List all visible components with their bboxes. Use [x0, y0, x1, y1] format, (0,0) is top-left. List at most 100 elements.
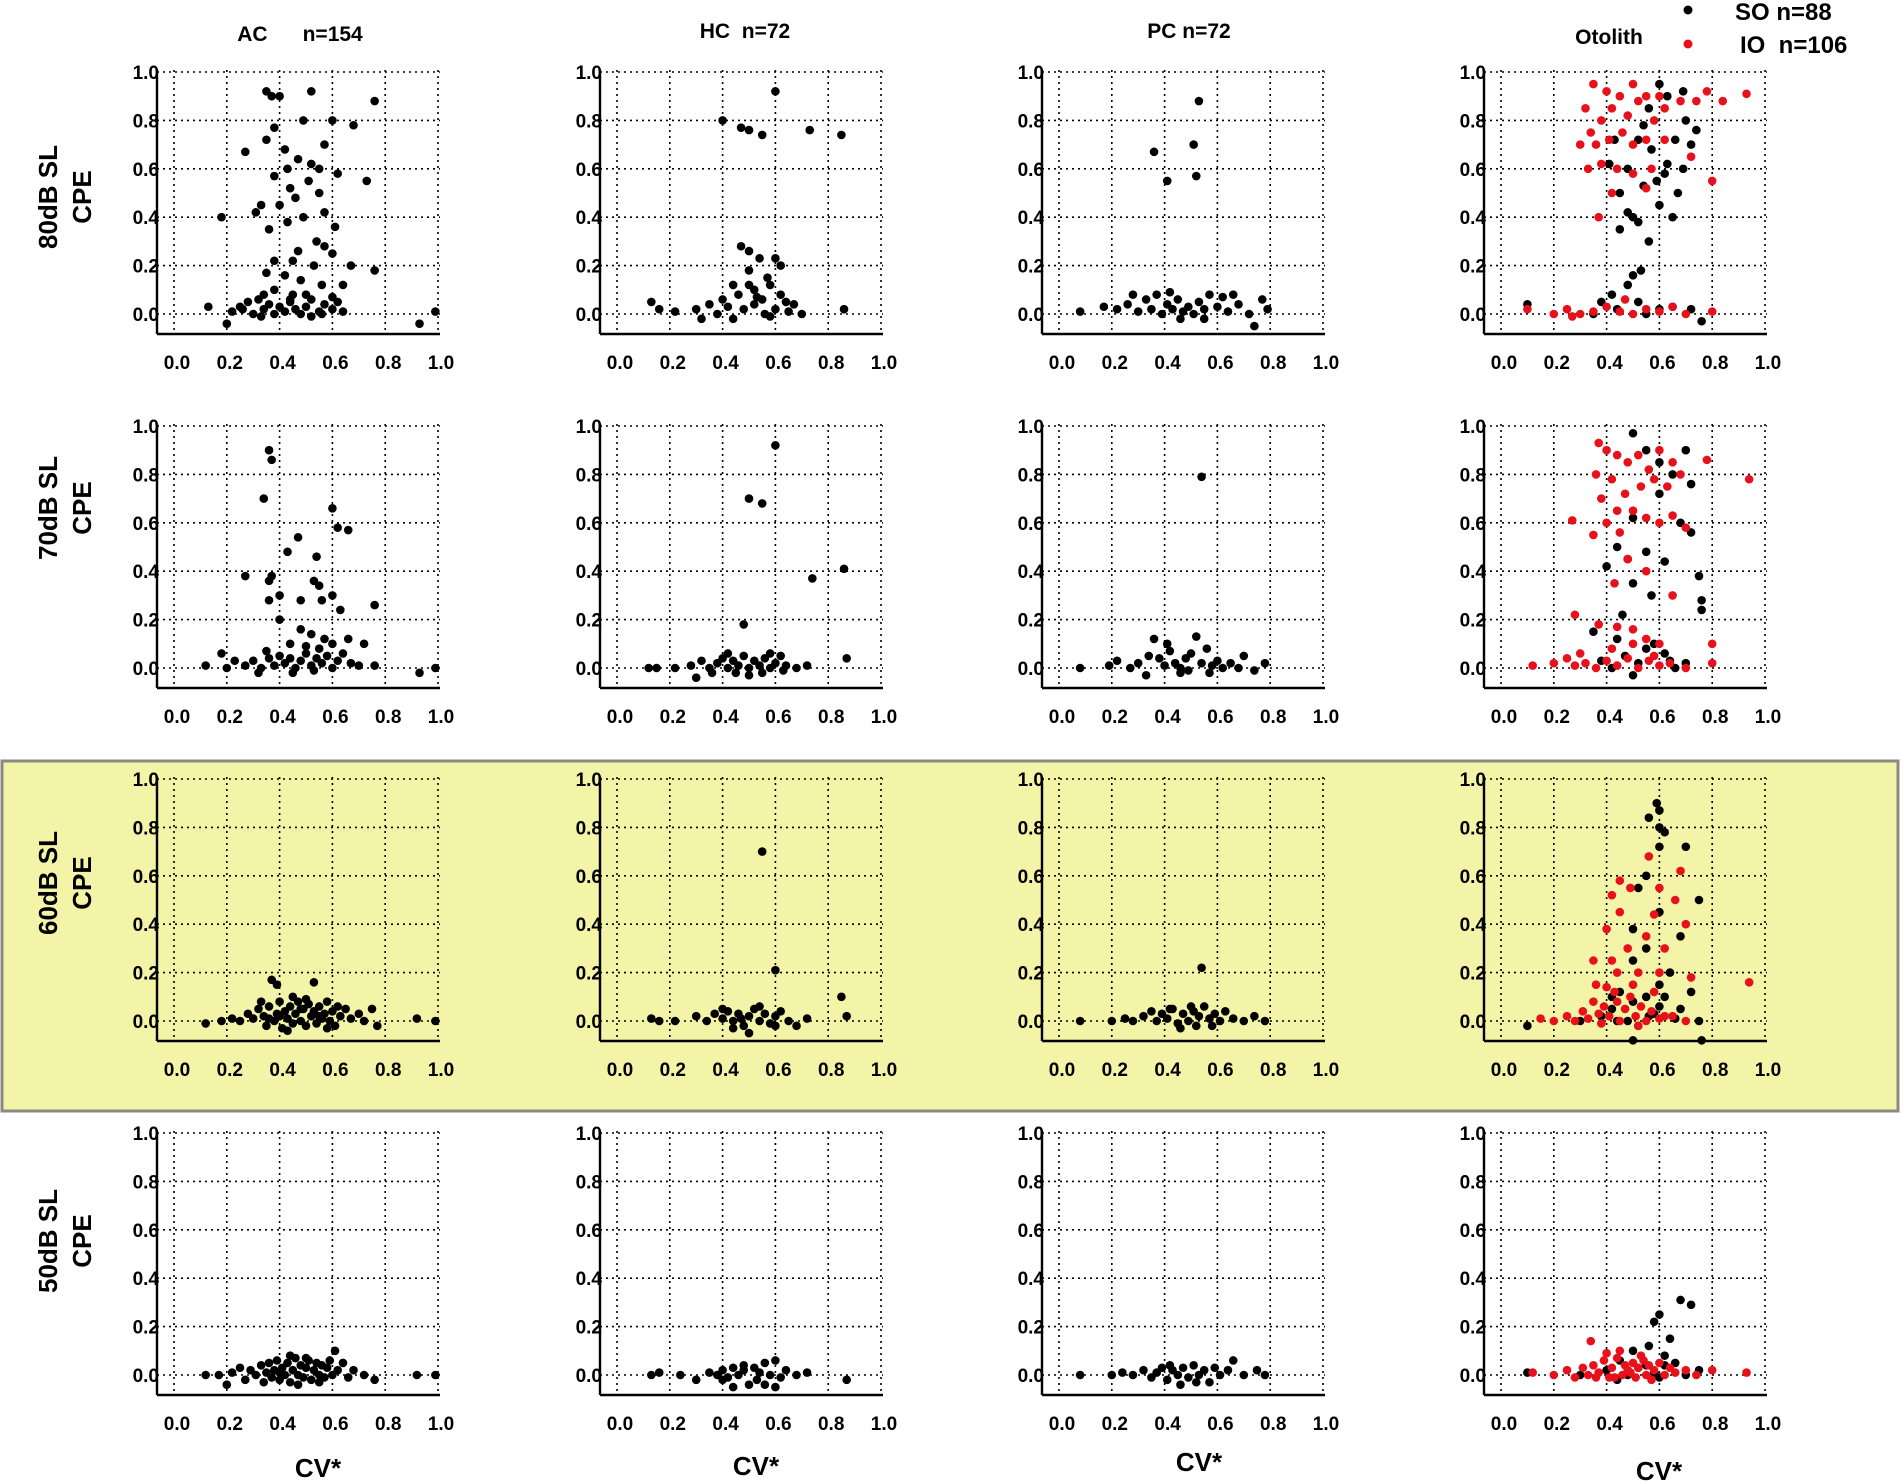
data-point — [1191, 171, 1201, 181]
y-tick-label: 0.0 — [1460, 659, 1486, 680]
data-point — [262, 1021, 271, 1031]
y-tick-label: 0.0 — [1460, 305, 1486, 326]
y-tick-label: 0.8 — [1460, 1172, 1486, 1193]
y-tick-label: 1.0 — [1460, 770, 1486, 791]
data-point — [842, 654, 851, 663]
y-tick-label: 1.0 — [1018, 1124, 1044, 1145]
data-point — [1626, 883, 1635, 893]
y-tick-label: 0.4 — [576, 1269, 603, 1290]
x-tick-label: 0.0 — [1491, 1060, 1517, 1081]
row-label-60db-line2: CPE — [67, 856, 97, 909]
data-point — [1633, 663, 1643, 673]
data-point — [1118, 1368, 1127, 1377]
x-tick-label: 0.6 — [322, 707, 348, 728]
y-tick-label: 0.4 — [576, 208, 603, 229]
data-point — [1602, 1348, 1611, 1358]
data-point — [1663, 482, 1672, 491]
data-point — [1707, 639, 1717, 649]
data-point — [1633, 450, 1643, 460]
data-point — [1628, 513, 1638, 523]
panel-r2-c0: 0.0 0.2 0.4 0.6 0.8 1.0 0.0 0.2 0.4 0.6 0.8 1.0 — [133, 770, 455, 1081]
data-point — [1694, 895, 1704, 905]
data-point — [314, 1377, 324, 1387]
data-point — [322, 1363, 332, 1373]
data-point — [1641, 944, 1651, 953]
data-point — [1615, 1016, 1625, 1026]
data-point — [320, 140, 329, 149]
data-point — [1655, 1358, 1664, 1368]
data-point — [306, 1375, 316, 1385]
panel-r3-c0: 0.0 0.2 0.4 0.6 0.8 1.0 0.0 0.2 0.4 0.6 0.8 1.0 — [133, 1124, 455, 1435]
data-point — [1176, 668, 1185, 678]
data-point — [837, 130, 846, 140]
data-point — [1697, 316, 1706, 326]
data-point — [1602, 924, 1611, 934]
data-point — [328, 663, 337, 673]
data-point — [1144, 651, 1154, 661]
data-point — [270, 171, 279, 181]
data-point — [647, 1014, 656, 1023]
data-point — [359, 1370, 369, 1380]
data-point — [784, 1016, 793, 1026]
data-point — [1589, 997, 1598, 1006]
data-point — [1578, 1363, 1588, 1373]
data-point — [1697, 595, 1706, 605]
y-tick-label: 0.0 — [576, 1366, 602, 1387]
data-point — [776, 1373, 785, 1382]
data-point — [333, 169, 342, 178]
data-point — [1668, 470, 1677, 479]
x-tick-label: 0.6 — [765, 353, 791, 374]
data-point — [341, 1004, 350, 1014]
y-tick-label: 0.4 — [1018, 915, 1045, 936]
y-tick-label: 0.8 — [1018, 818, 1044, 839]
data-point — [1641, 1016, 1651, 1026]
data-point — [1607, 290, 1617, 299]
y-tick-label: 0.2 — [1460, 964, 1486, 985]
data-point — [744, 1011, 754, 1021]
data-point — [1660, 1370, 1669, 1380]
data-point — [739, 620, 749, 629]
data-point — [1636, 1002, 1646, 1011]
data-point — [808, 574, 817, 583]
row-label-70db-line1: 70dB SL — [33, 456, 63, 560]
data-point — [320, 241, 329, 251]
data-point — [676, 1370, 685, 1380]
data-point — [1197, 472, 1206, 482]
data-point — [217, 649, 226, 658]
data-point — [789, 300, 799, 309]
data-point — [1692, 1370, 1701, 1380]
data-point — [771, 658, 780, 668]
data-point — [1184, 1016, 1193, 1026]
data-point — [301, 1353, 311, 1363]
data-point — [240, 1375, 250, 1385]
data-point — [1655, 1310, 1664, 1319]
data-point — [264, 595, 274, 605]
data-point — [718, 1375, 727, 1385]
series-points — [201, 1346, 440, 1389]
x-tick-label: 0.8 — [1260, 1414, 1286, 1435]
data-point — [1589, 627, 1598, 636]
data-point — [1189, 1361, 1198, 1370]
data-point — [370, 661, 379, 670]
data-point — [1623, 458, 1633, 467]
data-point — [1676, 1295, 1685, 1305]
data-point — [338, 280, 348, 290]
y-tick-label: 0.6 — [1460, 160, 1486, 181]
data-point — [1647, 164, 1656, 174]
data-point — [744, 663, 754, 673]
data-point — [217, 212, 226, 222]
data-point — [222, 663, 232, 673]
data-point — [723, 302, 733, 312]
data-point — [309, 977, 319, 987]
data-point — [771, 304, 780, 314]
series-points — [1075, 96, 1272, 331]
y-tick-label: 0.2 — [576, 1318, 602, 1339]
data-point — [1602, 982, 1611, 992]
data-point — [1226, 658, 1235, 668]
data-point — [306, 87, 316, 96]
data-point — [264, 300, 274, 309]
data-point — [1655, 883, 1664, 893]
data-point — [1165, 646, 1175, 656]
data-point — [262, 646, 271, 656]
data-point — [1660, 169, 1669, 178]
